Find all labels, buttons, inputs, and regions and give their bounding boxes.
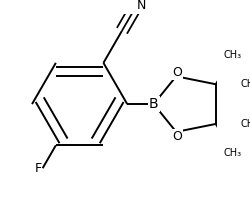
- Text: B: B: [149, 97, 158, 111]
- Text: F: F: [34, 162, 42, 175]
- Text: O: O: [172, 130, 182, 143]
- Text: CH₃: CH₃: [241, 119, 250, 129]
- Text: N: N: [136, 0, 146, 12]
- Text: CH₃: CH₃: [241, 79, 250, 89]
- Text: CH₃: CH₃: [224, 50, 242, 60]
- Text: O: O: [172, 66, 182, 79]
- Text: CH₃: CH₃: [224, 148, 242, 158]
